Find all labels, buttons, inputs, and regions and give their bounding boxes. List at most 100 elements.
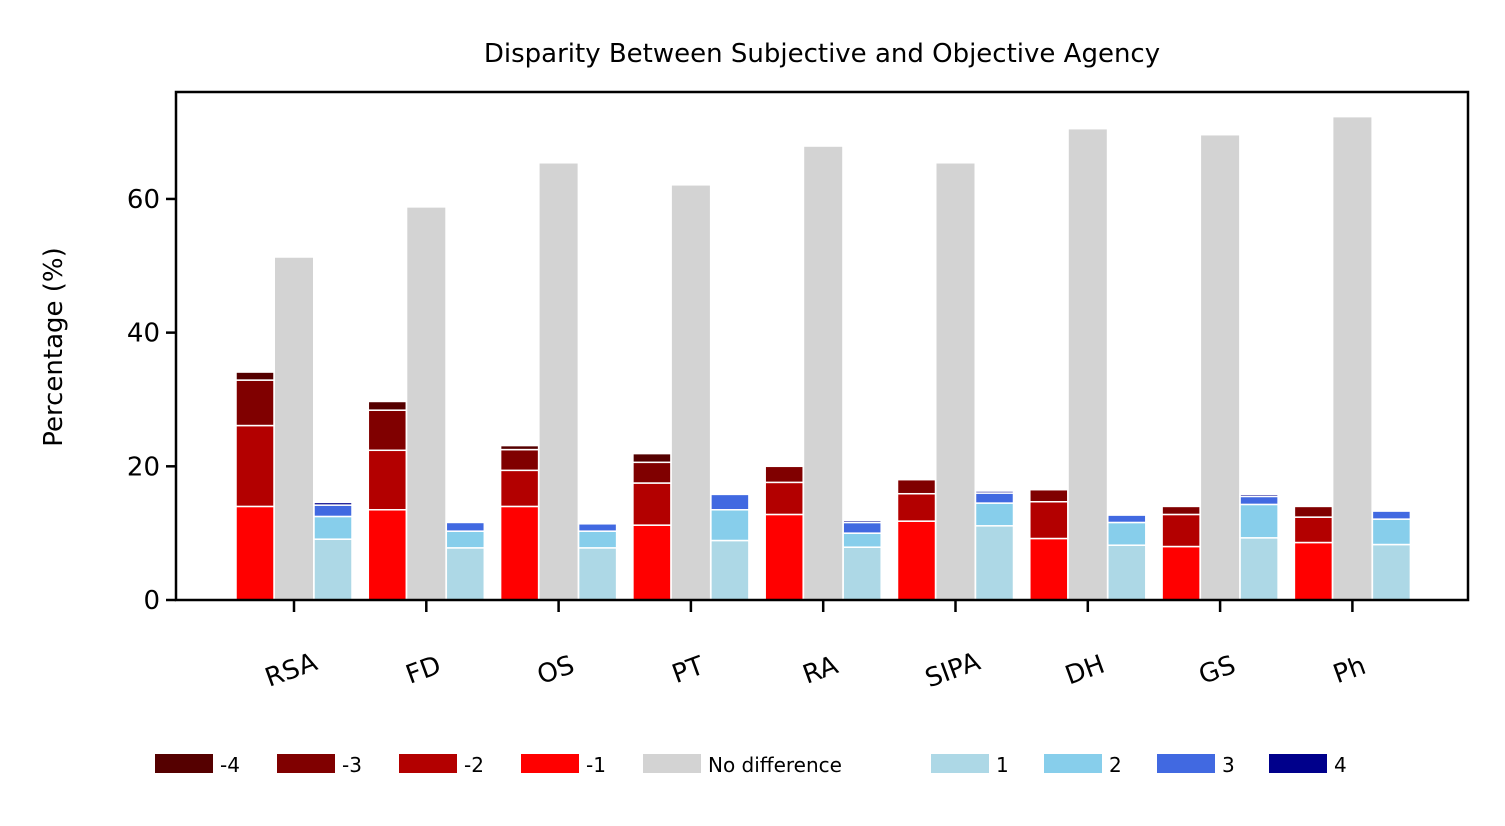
legend-label-3: 3 [1222, 753, 1235, 777]
bar-fd-pos2 [445, 530, 486, 549]
legend-swatch-4 [1269, 754, 1327, 773]
bar-ph-neg1 [1293, 541, 1334, 601]
legend-label-4: 4 [1334, 753, 1347, 777]
bar-pt-neg1 [632, 524, 672, 601]
bar-os-pos3 [577, 523, 618, 532]
x-tick-label-sipa: SIPA [921, 647, 984, 694]
bar-sipa-pos4 [974, 490, 1015, 494]
bar-sipa-neg2 [896, 492, 937, 522]
bar-rsa-pos3 [313, 504, 353, 518]
legend-label-2: -2 [464, 753, 484, 777]
legend-label-3: -3 [342, 753, 362, 777]
bar-ra-pos4 [842, 519, 882, 524]
bar-pt-neg4 [632, 452, 672, 464]
legend-swatch-2 [1044, 754, 1102, 773]
bar-rsa-neg3 [235, 379, 275, 427]
x-tick-label-dh: DH [1061, 650, 1108, 692]
y-tick-label-0: 0 [143, 586, 160, 616]
legend-label-2: 2 [1109, 753, 1122, 777]
bar-fd-no-difference [407, 207, 446, 600]
chart-title: Disparity Between Subjective and Objecti… [484, 39, 1160, 69]
legend-label-1: -1 [586, 753, 606, 777]
bar-os-pos1 [577, 547, 618, 601]
bar-dh-no-difference [1068, 129, 1107, 600]
bar-ph-neg2 [1293, 516, 1334, 544]
y-tick-label-20: 20 [127, 452, 160, 482]
legend-swatch-4 [155, 754, 213, 773]
bar-dh-pos2 [1107, 521, 1147, 546]
x-axis: RSA FD OS PT RA SIPA DH GS Ph [261, 600, 1370, 694]
bar-rsa-no-difference [275, 257, 313, 600]
bar-os-neg4 [499, 444, 540, 451]
bar-dh-pos3 [1107, 514, 1147, 524]
bar-os-neg1 [499, 505, 540, 601]
bar-ph-neg3 [1293, 505, 1334, 518]
bar-sipa-pos3 [974, 492, 1015, 504]
legend-label-4: -4 [220, 753, 240, 777]
legend: -4 -3 -2 -1 No difference 1 2 3 4 [155, 753, 1347, 777]
bar-pt-pos1 [710, 539, 750, 601]
bar-gs-neg3 [1161, 505, 1201, 516]
legend-label-nodifference: No difference [708, 753, 842, 777]
bar-pt-neg3 [632, 461, 672, 484]
bar-rsa-neg4 [235, 371, 275, 381]
legend-label-1: 1 [996, 753, 1009, 777]
bar-ra-no-difference [804, 146, 843, 600]
bar-ph-no-difference [1333, 117, 1372, 601]
x-tick-label-ra: RA [799, 650, 842, 690]
bar-sipa-no-difference [936, 163, 975, 600]
bar-ph-pos1 [1371, 543, 1412, 601]
bar-os-no-difference [539, 163, 578, 600]
bar-pt-neg2 [632, 482, 672, 526]
bar-pt-pos3 [710, 493, 750, 511]
bar-fd-neg1 [367, 509, 408, 601]
bar-gs-no-difference [1201, 135, 1240, 600]
bar-dh-neg3 [1029, 488, 1069, 503]
bar-rsa-neg2 [235, 424, 275, 508]
x-tick-label-os: OS [533, 650, 578, 691]
bar-ph-pos3 [1371, 510, 1412, 520]
legend-swatch-3 [277, 754, 335, 773]
bar-pt-no-difference [671, 185, 710, 600]
y-axis: 0 20 40 60 [127, 185, 176, 616]
bar-ra-neg3 [764, 465, 804, 484]
legend-swatch-1 [931, 754, 989, 773]
bar-os-pos2 [577, 530, 618, 549]
bar-gs-pos3 [1239, 495, 1279, 506]
bar-ph-pos2 [1371, 518, 1412, 546]
bar-fd-neg2 [367, 449, 408, 511]
bar-sipa-neg3 [896, 478, 937, 495]
x-tick-label-pt: PT [668, 651, 708, 690]
bar-rsa-pos1 [313, 538, 353, 601]
bar-fd-pos3 [445, 521, 486, 532]
bar-fd-neg4 [367, 400, 408, 411]
bar-sipa-pos2 [974, 502, 1015, 527]
x-tick-label-gs: GS [1195, 650, 1240, 691]
bar-gs-neg2 [1161, 513, 1201, 548]
bar-rsa-pos4 [313, 501, 353, 506]
x-tick-label-ph: Ph [1329, 651, 1369, 690]
y-tick-label-60: 60 [127, 185, 160, 215]
y-tick-label-40: 40 [127, 319, 160, 349]
bar-ra-pos2 [842, 532, 882, 548]
bar-ra-neg1 [764, 513, 804, 601]
bar-dh-neg2 [1029, 500, 1069, 540]
bar-gs-pos1 [1239, 537, 1279, 601]
x-tick-label-fd: FD [402, 650, 445, 690]
legend-swatch-3 [1157, 754, 1215, 773]
bar-gs-pos4 [1239, 493, 1279, 498]
bar-rsa-pos2 [313, 515, 353, 540]
bars-layer [235, 117, 1412, 601]
legend-swatch-2 [399, 754, 457, 773]
bar-ra-pos3 [842, 521, 882, 534]
bar-dh-pos1 [1107, 544, 1147, 601]
bar-sipa-neg1 [896, 520, 937, 601]
bar-gs-neg1 [1161, 545, 1201, 601]
bar-ra-neg2 [764, 481, 804, 516]
y-axis-label: Percentage (%) [39, 247, 69, 447]
legend-swatch-nodifference [643, 754, 701, 773]
bar-sipa-pos1 [974, 525, 1015, 601]
bar-gs-pos2 [1239, 503, 1279, 539]
x-tick-label-rsa: RSA [261, 647, 321, 693]
